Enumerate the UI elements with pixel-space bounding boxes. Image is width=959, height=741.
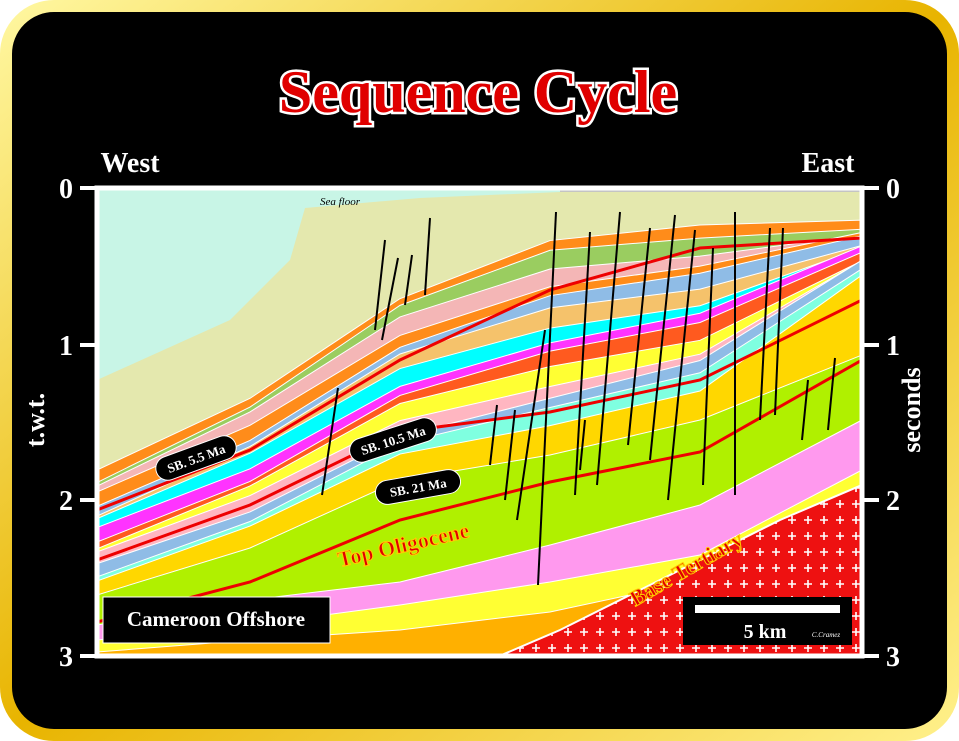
fault bbox=[574, 231, 591, 496]
left-axis-label: t.w.t. bbox=[21, 393, 50, 447]
tick-label: 0 bbox=[59, 174, 73, 205]
tag-background bbox=[155, 435, 237, 481]
fault bbox=[702, 247, 714, 486]
cross-section bbox=[97, 188, 862, 656]
fault bbox=[374, 239, 386, 331]
plot-frame bbox=[94, 185, 865, 659]
fault bbox=[381, 257, 399, 341]
east-label: East bbox=[802, 148, 856, 179]
sequence-boundary bbox=[97, 298, 862, 562]
fault bbox=[489, 404, 498, 466]
tick-label: 1 bbox=[886, 331, 900, 362]
location-label: Cameroon Offshore bbox=[127, 607, 305, 631]
fault bbox=[504, 409, 516, 501]
fault bbox=[667, 229, 696, 501]
fault bbox=[827, 357, 836, 431]
right-axis-label: seconds bbox=[897, 367, 926, 452]
fault bbox=[537, 211, 557, 586]
tick-label: 2 bbox=[886, 486, 900, 517]
credit: C.Cramez bbox=[812, 631, 840, 639]
fault bbox=[759, 227, 771, 421]
title: Sequence Cycle bbox=[279, 59, 677, 125]
sequence-boundary bbox=[97, 358, 862, 624]
tick-label: 3 bbox=[886, 642, 900, 673]
sea-floor-label: Sea floor bbox=[320, 196, 361, 208]
fault bbox=[404, 254, 413, 306]
fault bbox=[516, 329, 546, 521]
tick-label: 2 bbox=[59, 486, 73, 517]
fault bbox=[774, 227, 784, 416]
location-box bbox=[102, 596, 331, 644]
fault bbox=[424, 217, 431, 296]
tick-label: 3 bbox=[59, 642, 73, 673]
scale-label: 5 km bbox=[744, 621, 787, 643]
fault bbox=[579, 419, 586, 471]
fault bbox=[649, 214, 676, 461]
fault bbox=[801, 379, 809, 441]
boundary-tag: SB. 21 Ma bbox=[374, 469, 462, 505]
west-label: West bbox=[100, 148, 160, 179]
tag-background bbox=[374, 469, 462, 505]
fault bbox=[321, 387, 339, 496]
tag-background bbox=[349, 417, 437, 463]
fault bbox=[627, 227, 651, 446]
fault bbox=[596, 211, 621, 486]
tick-label: 1 bbox=[59, 331, 73, 362]
scale-bar bbox=[695, 605, 840, 613]
tick-label: 0 bbox=[886, 174, 900, 205]
